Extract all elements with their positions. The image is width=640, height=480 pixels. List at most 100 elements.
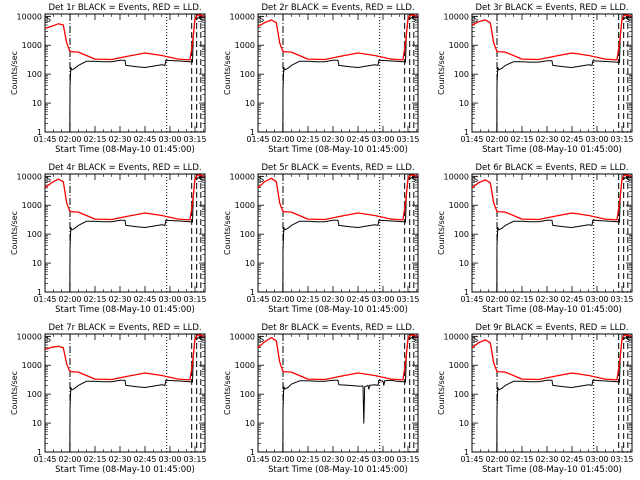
y-tick-label: 1 — [37, 288, 42, 297]
x-tick-label: 01:45 — [33, 135, 56, 144]
x-tick-label: 02:15 — [510, 295, 533, 304]
x-tick-label: 01:45 — [460, 295, 483, 304]
x-tick-label: 03:00 — [371, 295, 394, 304]
y-tick-label: 10000 — [17, 172, 42, 181]
detector-panel-2: Det 2r BLACK = Events, RED = LLD. 1 10 100 1… — [223, 3, 420, 155]
x-tick-label: 03:15 — [610, 455, 633, 464]
y-tick-label: 1 — [37, 448, 42, 457]
x-tick-label: 02:15 — [510, 455, 533, 464]
x-tick-label: 03:15 — [183, 455, 206, 464]
x-axis-label: Start Time (08-May-10 01:45:00) — [482, 145, 622, 155]
series-events-line — [69, 337, 205, 453]
y-tick-label: 1000 — [235, 361, 255, 370]
y-tick-label: 10000 — [17, 12, 42, 21]
series-lld-line — [257, 14, 418, 61]
y-tick-label: 10000 — [230, 172, 255, 181]
y-tick-label: 10 — [459, 259, 469, 268]
x-tick-label: 02:00 — [485, 135, 508, 144]
x-tick-label: 02:45 — [346, 455, 369, 464]
corner-marker-left: S — [473, 175, 478, 184]
panel-title: Det 5r BLACK = Events, RED = LLD. — [261, 163, 414, 173]
x-axis-label: Start Time (08-May-10 01:45:00) — [482, 305, 622, 315]
y-tick-label: 1000 — [449, 41, 469, 50]
x-tick-label: 03:15 — [183, 295, 206, 304]
panel-title: Det 1r BLACK = Events, RED = LLD. — [48, 3, 201, 13]
y-tick-label: 10 — [245, 259, 255, 268]
y-axis-label: Counts/sec — [223, 211, 232, 255]
series-lld-line — [44, 14, 205, 61]
y-tick-label: 1000 — [235, 41, 255, 50]
corner-marker-right: S — [411, 335, 416, 344]
x-tick-label: 02:00 — [58, 455, 81, 464]
x-tick-label: 02:45 — [560, 135, 583, 144]
x-tick-label: 03:00 — [371, 135, 394, 144]
x-tick-label: 03:00 — [371, 455, 394, 464]
detector-panel-1: Det 1r BLACK = Events, RED = LLD. 1 10 100 1… — [10, 3, 207, 155]
x-tick-label: 03:15 — [183, 135, 206, 144]
x-tick-label: 02:30 — [108, 295, 131, 304]
axis-frame — [471, 333, 633, 453]
x-tick-label: 02:45 — [133, 135, 156, 144]
y-tick-label: 10 — [459, 99, 469, 108]
x-tick-label: 03:15 — [610, 295, 633, 304]
y-tick-label: 100 — [240, 70, 255, 79]
x-tick-label: 02:45 — [133, 295, 156, 304]
x-tick-label: 02:15 — [296, 455, 319, 464]
corner-marker-right: S — [625, 175, 630, 184]
x-tick-label: 02:30 — [321, 295, 344, 304]
axis-frame — [44, 13, 206, 133]
y-tick-label: 1 — [250, 288, 255, 297]
series-lld-line — [257, 174, 418, 221]
x-tick-label: 03:15 — [610, 135, 633, 144]
y-tick-label: 1 — [464, 448, 469, 457]
corner-marker-left: S — [46, 175, 51, 184]
x-tick-label: 02:15 — [296, 295, 319, 304]
x-tick-label: 03:15 — [396, 455, 419, 464]
corner-marker-left: S — [46, 335, 51, 344]
series-events-line — [496, 177, 632, 293]
x-tick-label: 02:00 — [485, 455, 508, 464]
x-axis-label: Start Time (08-May-10 01:45:00) — [55, 465, 195, 475]
corner-marker-right: S — [411, 175, 416, 184]
axis-frame — [471, 13, 633, 133]
x-tick-label: 03:15 — [396, 135, 419, 144]
detector-panel-9: Det 9r BLACK = Events, RED = LLD. 1 10 100 1… — [437, 323, 634, 475]
panel-title: Det 9r BLACK = Events, RED = LLD. — [475, 323, 628, 333]
y-tick-label: 1 — [250, 448, 255, 457]
corner-marker-right: S — [198, 175, 203, 184]
y-tick-label: 1000 — [449, 361, 469, 370]
x-tick-label: 02:15 — [83, 295, 106, 304]
x-tick-label: 02:15 — [510, 135, 533, 144]
corner-marker-left: S — [473, 15, 478, 24]
corner-marker-left: S — [46, 15, 51, 24]
detector-panel-5: Det 5r BLACK = Events, RED = LLD. 1 10 100 1… — [223, 163, 420, 315]
x-tick-label: 02:00 — [271, 295, 294, 304]
corner-marker-right: S — [625, 15, 630, 24]
y-tick-label: 10 — [245, 99, 255, 108]
axis-frame — [471, 173, 633, 293]
y-tick-label: 10000 — [17, 332, 42, 341]
axis-frame — [257, 333, 419, 453]
x-tick-label: 02:45 — [346, 295, 369, 304]
x-tick-label: 03:15 — [396, 295, 419, 304]
x-tick-label: 02:15 — [296, 135, 319, 144]
series-lld-line — [471, 174, 632, 221]
y-tick-label: 100 — [240, 390, 255, 399]
detector-panel-3: Det 3r BLACK = Events, RED = LLD. 1 10 100 1… — [437, 3, 634, 155]
corner-marker-right: S — [198, 15, 203, 24]
y-tick-label: 100 — [454, 70, 469, 79]
y-tick-label: 10000 — [444, 332, 469, 341]
x-axis-label: Start Time (08-May-10 01:45:00) — [268, 145, 408, 155]
y-tick-label: 10 — [32, 419, 42, 428]
y-axis-label: Counts/sec — [223, 371, 232, 415]
y-tick-label: 10 — [32, 259, 42, 268]
series-lld-line — [471, 334, 632, 381]
axis-frame — [44, 173, 206, 293]
y-tick-label: 100 — [27, 390, 42, 399]
corner-marker-right: S — [411, 15, 416, 24]
y-tick-label: 100 — [454, 230, 469, 239]
y-tick-label: 1000 — [22, 361, 42, 370]
corner-marker-left: S — [259, 335, 264, 344]
x-axis-label: Start Time (08-May-10 01:45:00) — [482, 465, 622, 475]
x-tick-label: 01:45 — [460, 455, 483, 464]
